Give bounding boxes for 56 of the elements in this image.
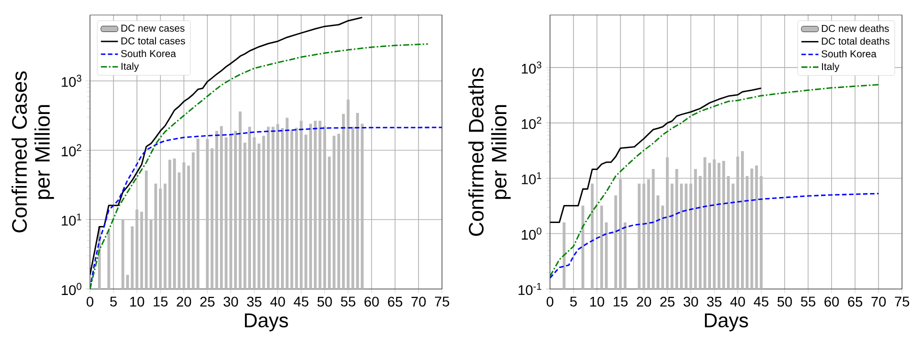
y-tick-label: 10$^{3}$: [522, 61, 542, 74]
x-tick-label: 50: [317, 296, 332, 307]
x-axis-title: Days: [704, 313, 748, 332]
legend-label: DC new deaths: [822, 24, 889, 32]
x-tick-label: 25: [200, 296, 215, 307]
y-tick-label: 10$^{1}$: [522, 172, 542, 184]
line-series: [90, 43, 429, 289]
legend-label: Italy: [122, 62, 139, 72]
x-tick-label: 25: [660, 296, 675, 307]
x-tick-label: 50: [777, 296, 792, 307]
x-tick-label: 15: [154, 296, 168, 306]
x-tick-label: 20: [176, 296, 192, 307]
y-tick-label: 10$^{3}$: [62, 74, 82, 87]
legend-label: South Korea: [121, 50, 176, 58]
x-tick-label: 40: [730, 296, 745, 307]
y-axis-title: Confirmed Cases per Million: [12, 71, 54, 232]
x-tick-label: 45: [754, 296, 768, 307]
y-axis-title: Confirmed Deaths per Million: [468, 68, 511, 236]
legend-label: DC total cases: [121, 37, 186, 44]
x-axis-title: Days: [244, 313, 288, 332]
line-series: [550, 84, 880, 277]
x-tick-label: 75: [894, 296, 910, 307]
line-series: [550, 192, 880, 279]
y-tick-label: 10$^{2}$: [522, 116, 542, 129]
x-tick-label: 0: [86, 296, 94, 307]
legend-label: DC new cases: [121, 24, 184, 32]
legend-label: DC total deaths: [822, 37, 890, 45]
x-tick-label: 15: [614, 296, 628, 307]
x-tick-label: 10: [590, 296, 604, 307]
x-tick-label: 70: [872, 296, 886, 307]
y-tick-label: 10$^{1}$: [62, 214, 82, 226]
y-tick-label: 10$^{0}$: [522, 228, 542, 240]
y-tick-label: 10$^{-1}$: [518, 282, 542, 296]
x-tick-label: 60: [364, 296, 379, 307]
x-tick-label: 20: [636, 296, 652, 307]
y-tick-label: 10$^{2}$: [62, 144, 82, 156]
legend-label: Italy: [822, 62, 840, 72]
x-tick-label: 5: [570, 296, 577, 307]
x-tick-label: 75: [434, 296, 450, 306]
legend-label: South Korea: [822, 50, 876, 58]
x-tick-label: 70: [411, 296, 426, 307]
x-tick-label: 65: [848, 296, 862, 307]
x-tick-label: 65: [388, 296, 402, 307]
x-tick-label: 0: [546, 296, 554, 307]
x-tick-label: 40: [270, 296, 285, 307]
y-tick-label: 10$^{0}$: [62, 282, 82, 296]
x-tick-label: 45: [294, 296, 308, 306]
x-tick-label: 55: [340, 296, 356, 306]
x-tick-label: 60: [824, 296, 839, 307]
x-tick-label: 35: [247, 296, 262, 307]
x-tick-label: 5: [110, 296, 117, 306]
x-tick-label: 35: [707, 296, 722, 307]
x-tick-label: 30: [224, 296, 238, 307]
x-tick-label: 10: [130, 296, 144, 307]
x-tick-label: 30: [684, 296, 698, 307]
x-tick-label: 55: [800, 296, 816, 307]
